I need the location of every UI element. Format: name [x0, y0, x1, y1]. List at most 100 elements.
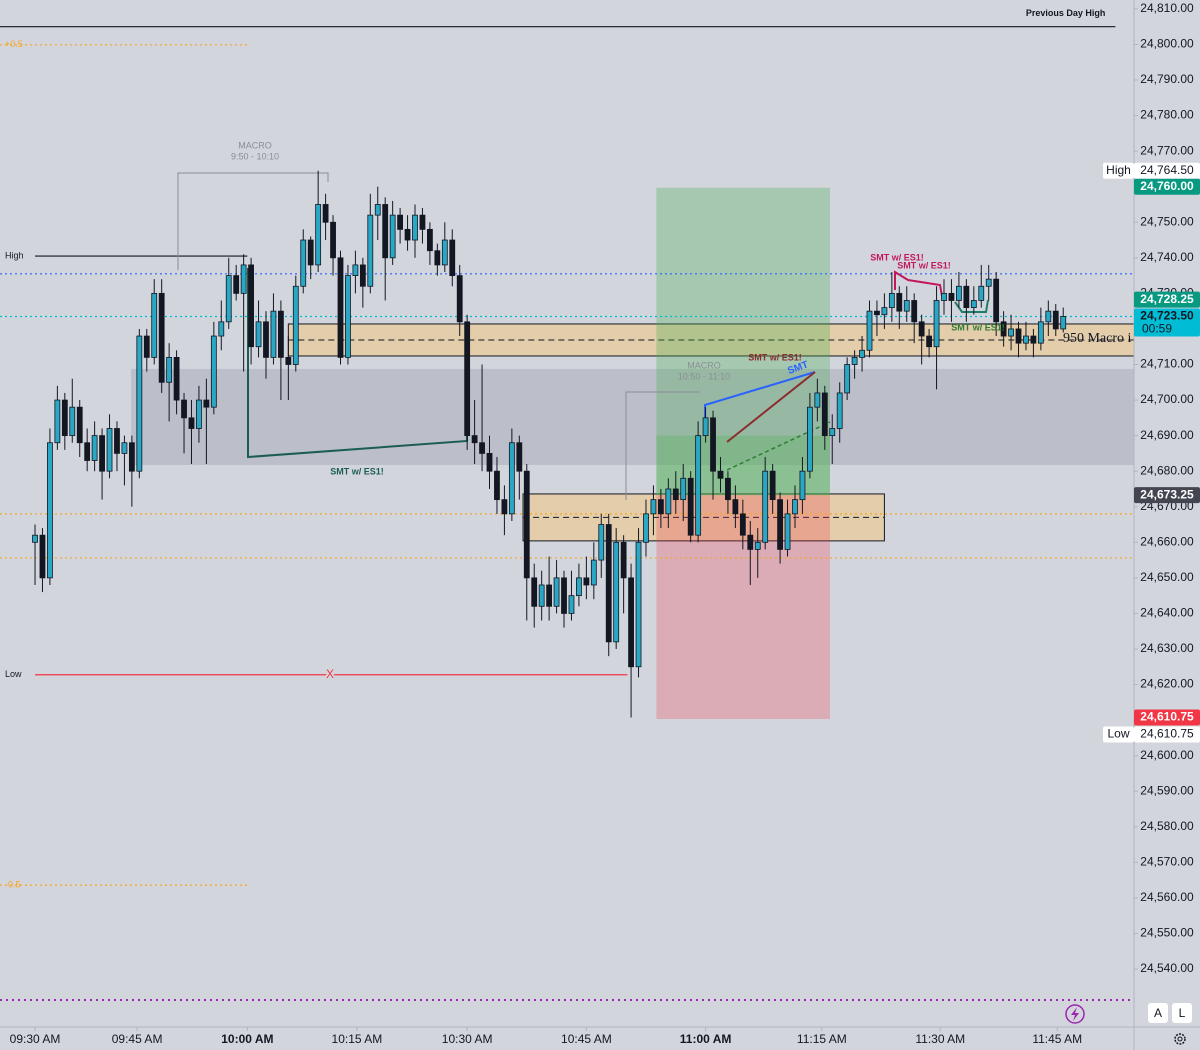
- candle-body: [598, 524, 605, 561]
- candle-body: [836, 392, 843, 429]
- settings-button[interactable]: [1174, 1033, 1186, 1045]
- candle-body: [501, 499, 508, 515]
- price-labels: 24,764.50 High 24,760.00 24,728.25 24,723.50…: [1103, 162, 1200, 743]
- candle-body: [114, 428, 120, 454]
- candle-body: [285, 356, 292, 365]
- price-tag-box: [1103, 726, 1134, 743]
- candle-body: [1023, 335, 1029, 344]
- candle-body: [419, 214, 426, 230]
- candle-body: [367, 214, 374, 287]
- x-tick-label: 11:45 AM: [1032, 1032, 1082, 1046]
- annotation: SMT w/ ES1!: [330, 466, 384, 476]
- candle-body: [240, 264, 247, 294]
- candle-body: [136, 335, 143, 472]
- price-label: 24,723.50: [1140, 309, 1194, 323]
- candle-body: [933, 300, 940, 348]
- candle-body: [695, 435, 702, 536]
- y-tick-label: 24,570.00: [1140, 855, 1194, 869]
- log-icon: L: [1179, 1006, 1186, 1020]
- candle-body: [412, 214, 418, 241]
- x-tick-label: 10:30 AM: [442, 1032, 493, 1046]
- candle-body: [330, 221, 336, 259]
- candle-body: [881, 307, 888, 316]
- candle-body: [359, 264, 366, 287]
- candle-body: [427, 228, 433, 252]
- y-tick-label: 24,600.00: [1140, 748, 1194, 762]
- price-label-box: [1134, 726, 1200, 743]
- settings-icon: [1177, 1036, 1183, 1042]
- candle-body: [158, 292, 165, 383]
- candle-body: [799, 470, 806, 501]
- candle-body: [1000, 321, 1007, 337]
- candle-body: [888, 292, 895, 309]
- price-label-box: [1134, 291, 1200, 308]
- candle-body: [993, 278, 1000, 323]
- candle-body: [84, 442, 91, 461]
- auto-button[interactable]: [1148, 1003, 1168, 1023]
- lightning-button[interactable]: [1065, 1004, 1085, 1024]
- candle-body: [687, 477, 694, 536]
- candle-body: [173, 356, 180, 401]
- candle-body: [479, 442, 485, 454]
- price-label-box: [1134, 709, 1200, 726]
- candle-body: [39, 534, 46, 579]
- candle-body: [657, 499, 664, 515]
- candle-body: [225, 275, 232, 323]
- lightning-icon: [1071, 1007, 1079, 1021]
- price-tag-box: [1103, 162, 1134, 179]
- level-label: Previous Day High: [1026, 8, 1106, 18]
- candle-body: [1015, 328, 1022, 344]
- candle-body: [546, 584, 553, 607]
- candle-body: [1052, 310, 1059, 330]
- candle-body: [382, 204, 389, 259]
- price-label-box: [1134, 487, 1200, 504]
- candle-body: [777, 499, 783, 550]
- candle-body: [389, 214, 396, 259]
- x-tick-label: 10:00 AM: [221, 1032, 273, 1046]
- candle-body: [643, 513, 649, 543]
- y-tick-label: 24,690.00: [1140, 428, 1194, 442]
- x-tick-label: 11:30 AM: [915, 1032, 965, 1046]
- y-tick-label: 24,780.00: [1140, 108, 1194, 122]
- candle-body: [143, 335, 150, 358]
- candle-body: [345, 275, 351, 358]
- y-tick-label: 24,550.00: [1140, 926, 1194, 940]
- candle-body: [956, 285, 962, 301]
- candle-body: [523, 470, 530, 579]
- candle-body: [471, 435, 478, 444]
- level-label: -0.5: [5, 879, 21, 889]
- candle-body: [702, 417, 709, 437]
- annotation: SMT w/ ES1!: [748, 352, 802, 362]
- candle-body: [166, 356, 173, 383]
- levels: Previous Day High +0.5 -0.5 High Low: [0, 8, 1134, 1001]
- y-tick-label: 24,590.00: [1140, 783, 1194, 797]
- candle-body: [196, 399, 202, 429]
- candle-body: [1008, 328, 1014, 337]
- y-tick-label: 24,710.00: [1140, 357, 1194, 371]
- candle-body: [635, 541, 642, 668]
- candle-body: [508, 442, 515, 515]
- x-tick-label: 11:15 AM: [797, 1032, 847, 1046]
- annotation: 950 Macro i: [1063, 331, 1132, 346]
- candle-body: [32, 534, 38, 543]
- candle-body: [754, 541, 761, 550]
- log-button[interactable]: [1172, 1003, 1192, 1023]
- candle-body: [1060, 316, 1067, 330]
- candle-body: [866, 310, 873, 351]
- price-label: 24,728.25: [1140, 292, 1194, 306]
- price-tag: Low: [1107, 727, 1129, 741]
- candle-body: [874, 310, 880, 316]
- candle-body: [561, 577, 567, 614]
- candle-body: [248, 264, 254, 348]
- annotation: MACRO: [238, 140, 272, 150]
- candle-body: [576, 577, 582, 597]
- candle-body: [337, 257, 344, 358]
- candle-body: [464, 321, 471, 437]
- y-tick-label: 24,650.00: [1140, 570, 1194, 584]
- candle-body: [449, 239, 456, 276]
- candle-body: [918, 321, 925, 337]
- candle-body: [441, 239, 448, 266]
- candle-body: [233, 275, 240, 294]
